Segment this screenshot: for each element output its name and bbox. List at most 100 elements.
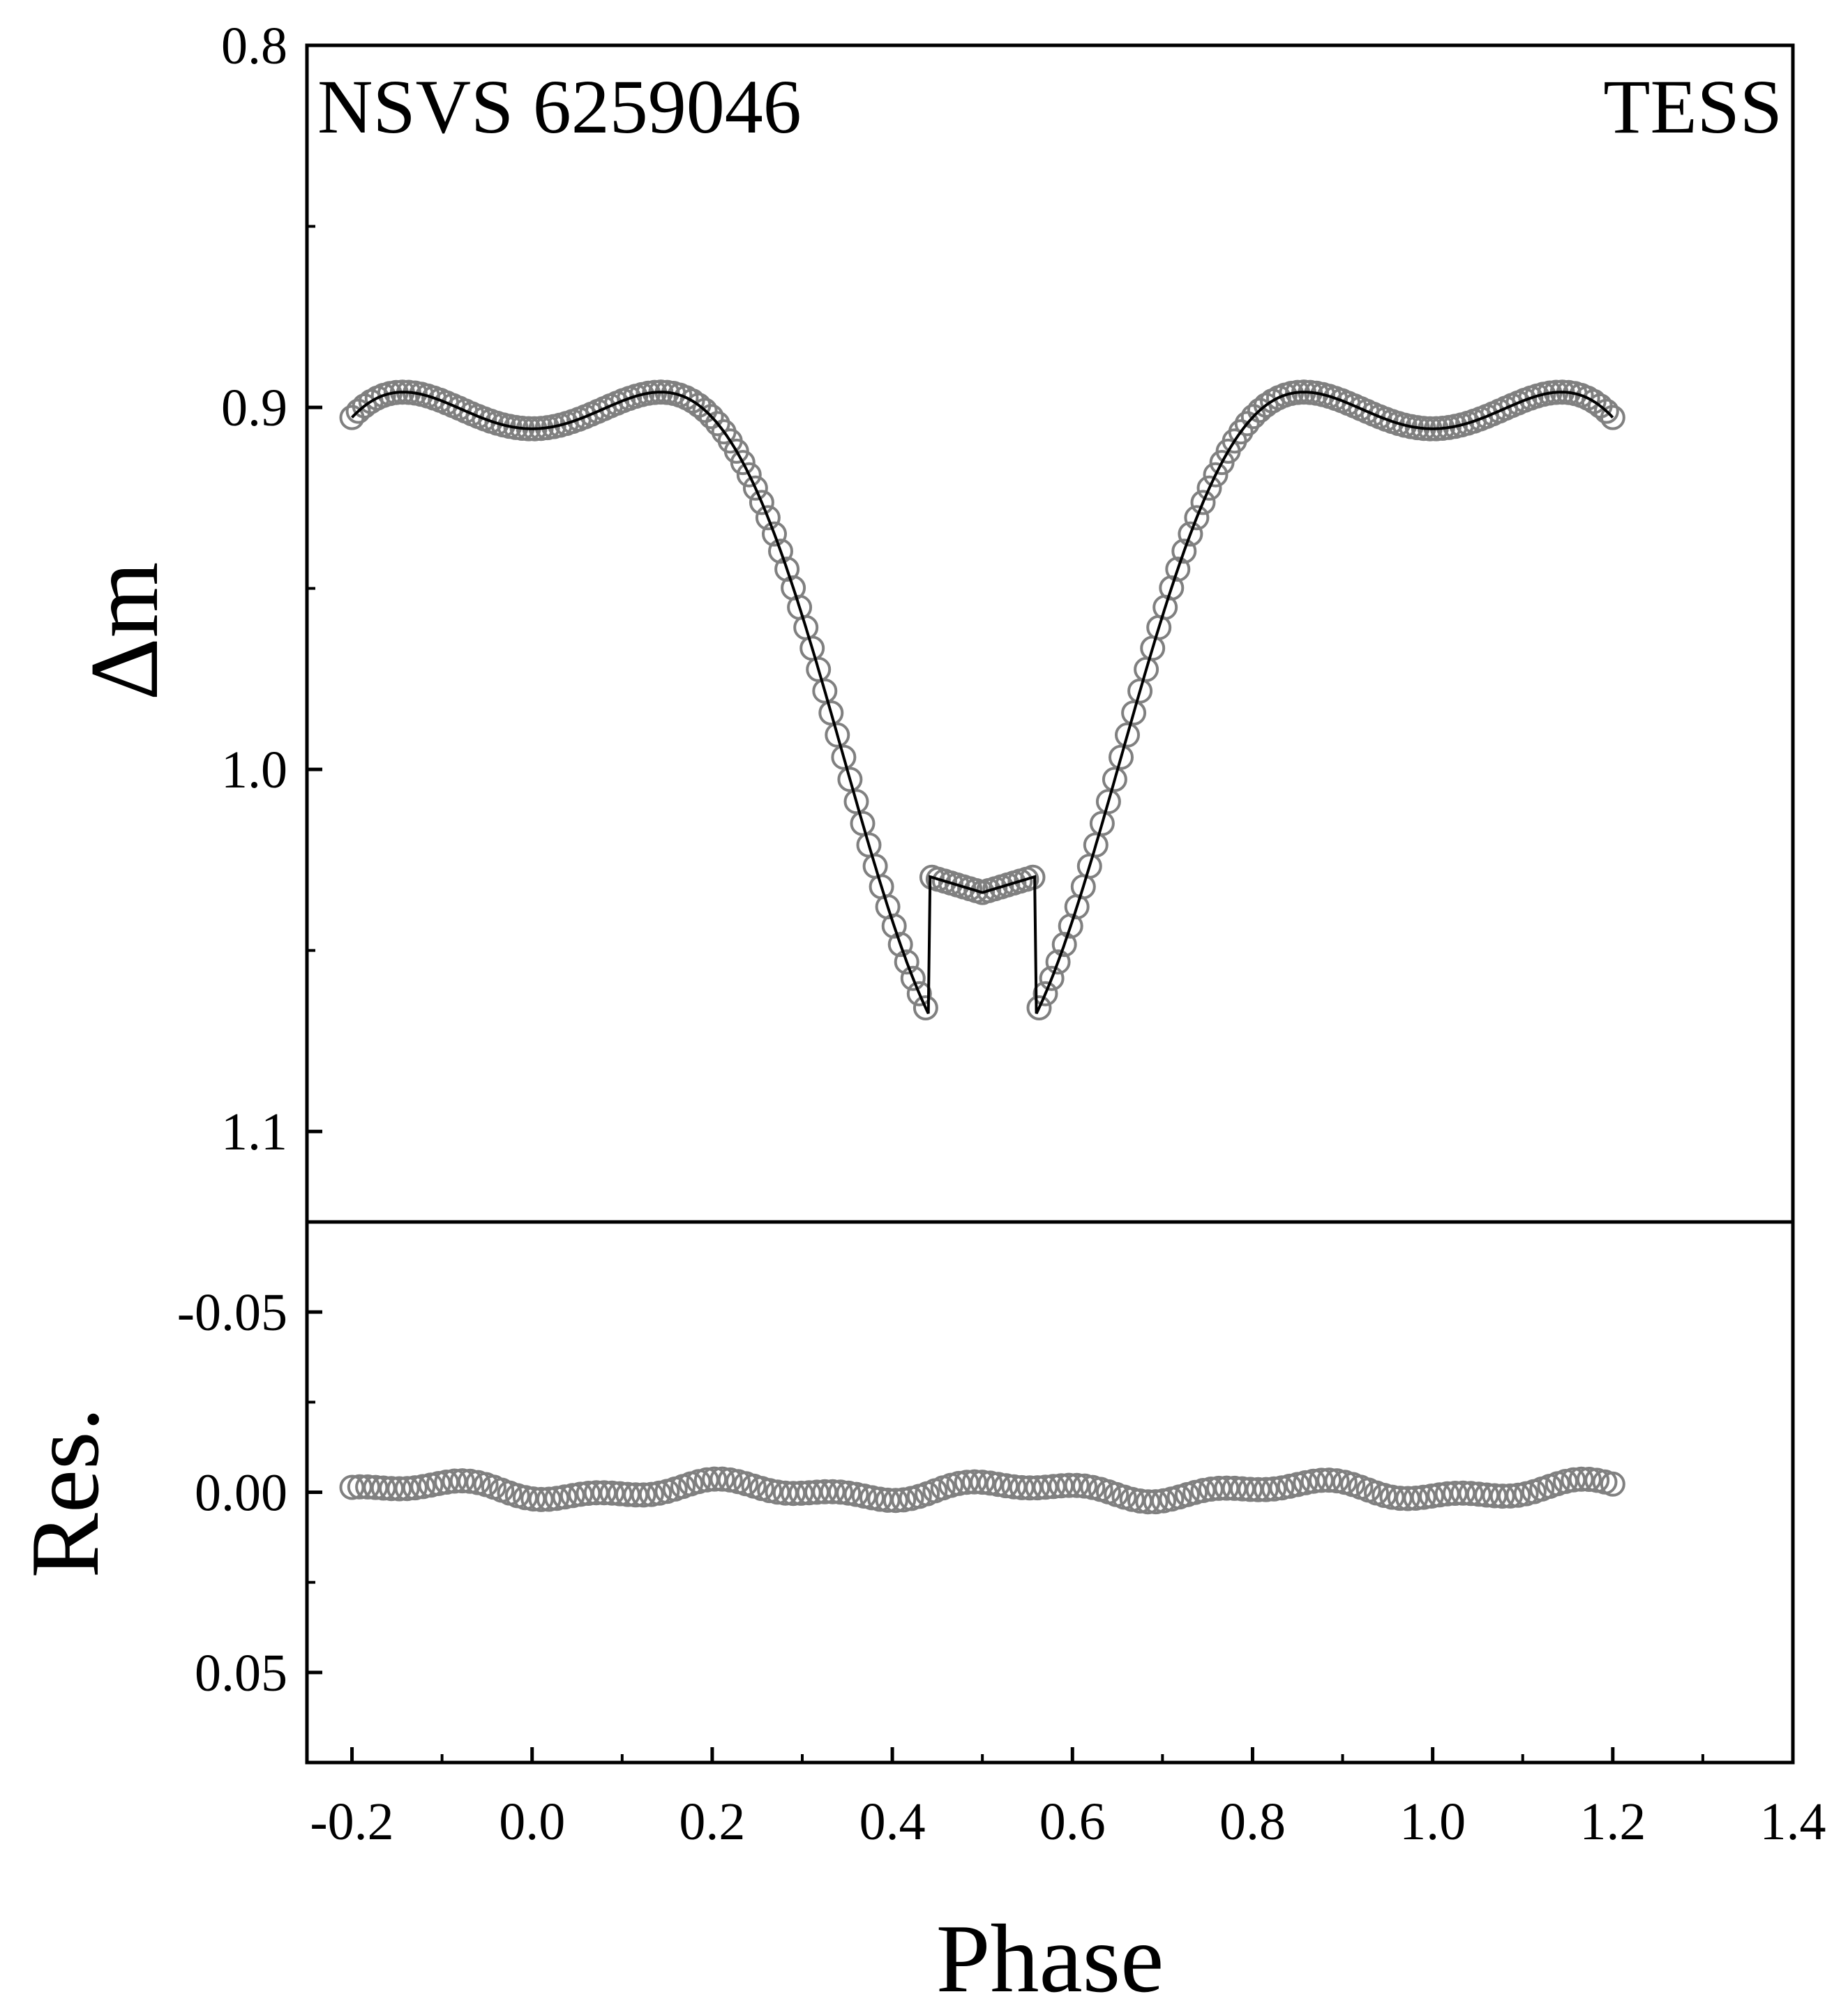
observation-point — [768, 538, 793, 564]
residual-point — [977, 1470, 1003, 1496]
bottom-panel: -0.05 0.00 0.05 Res. — [11, 1220, 1795, 1765]
observation-point — [900, 965, 926, 991]
residual-point — [985, 1472, 1011, 1497]
residual-point — [1308, 1467, 1334, 1493]
x-tick-label: 0.2 — [679, 1793, 745, 1851]
y-tick-label: 1.0 — [221, 741, 287, 799]
observation-point — [1184, 505, 1210, 531]
bottom-plot-frame — [305, 1220, 1795, 1765]
residual-point — [623, 1482, 649, 1508]
x-tick-label: -0.2 — [310, 1793, 393, 1851]
x-tick-label: 0.0 — [499, 1793, 565, 1851]
observation-point — [1020, 864, 1046, 890]
residual-point — [1064, 1472, 1090, 1498]
residual-point — [631, 1482, 656, 1508]
y-tick-label: 0.8 — [221, 17, 287, 75]
residual-point — [812, 1479, 838, 1504]
observation-point — [1203, 462, 1229, 488]
bottom-y-axis-title: Res. — [11, 1408, 119, 1578]
residual-point — [1025, 1475, 1051, 1501]
observation-point — [1115, 722, 1140, 748]
observation-point — [1253, 393, 1279, 418]
observation-point — [705, 411, 730, 437]
residual-point — [709, 1466, 735, 1492]
x-tick-label: 0.6 — [1039, 1793, 1106, 1851]
observation-point — [755, 505, 781, 531]
x-tick-label: 1.4 — [1760, 1793, 1826, 1851]
residual-point — [513, 1485, 538, 1511]
residual-point — [1466, 1481, 1492, 1507]
residual-point — [827, 1479, 853, 1505]
observation-point — [762, 521, 787, 547]
residual-point — [1222, 1475, 1247, 1501]
residual-point — [1032, 1474, 1058, 1500]
observation-point — [1095, 789, 1121, 815]
observation-point — [881, 913, 907, 939]
y-tick-label: 0.00 — [195, 1464, 287, 1523]
residual-point — [1576, 1467, 1602, 1492]
x-tick-label: 1.2 — [1579, 1793, 1646, 1851]
residual-point — [1403, 1486, 1429, 1511]
observation-point — [1039, 965, 1065, 991]
residual-point — [1450, 1480, 1476, 1506]
observation-point — [894, 949, 919, 975]
residual-point — [638, 1481, 664, 1507]
observation-point — [1600, 405, 1625, 430]
observation-point — [1026, 995, 1052, 1020]
observation-point — [698, 404, 724, 430]
residual-point — [1568, 1466, 1594, 1492]
residual-point — [442, 1468, 467, 1494]
residual-point — [1143, 1489, 1169, 1515]
residual-point — [559, 1483, 585, 1509]
observation-point — [887, 932, 913, 958]
observation-point — [837, 767, 863, 792]
residual-point — [528, 1486, 554, 1512]
observation-point — [679, 388, 705, 414]
residual-point — [1135, 1489, 1161, 1515]
model-fit-line — [351, 391, 1614, 1014]
observation-point — [742, 475, 768, 501]
object-name-label: NSVS 6259046 — [317, 64, 802, 149]
residual-point — [1056, 1472, 1082, 1498]
x-tick-label: 1.0 — [1399, 1793, 1466, 1851]
y-tick-label: 0.9 — [221, 379, 287, 437]
residual-point — [970, 1470, 996, 1495]
residual-point — [993, 1473, 1019, 1499]
observation-point — [906, 981, 932, 1006]
residual-point — [1498, 1483, 1523, 1509]
residual-point — [1489, 1484, 1515, 1509]
observation-point — [352, 393, 377, 418]
residual-point — [458, 1468, 483, 1494]
residual-point — [1419, 1484, 1444, 1509]
top-y-axis-title: Δm — [70, 562, 179, 701]
x-axis-ticks: -0.2 0.0 0.2 0.4 0.6 0.8 1.0 1.2 1.4 — [310, 1747, 1826, 1851]
residual-point — [536, 1486, 562, 1512]
observation-point — [1593, 398, 1619, 424]
residual-point — [386, 1476, 412, 1502]
top-panel: 0.8 0.9 1.0 1.1 NSVS 6259046 TESS Δm — [70, 17, 1795, 1224]
residual-point — [882, 1488, 908, 1514]
residual-point — [394, 1476, 420, 1502]
residual-point — [402, 1475, 428, 1501]
observation-point — [912, 995, 938, 1020]
observation-point — [1165, 557, 1191, 582]
residual-point — [592, 1480, 617, 1506]
observation-points-group — [339, 379, 1625, 1020]
observation-point — [825, 722, 850, 748]
observation-point — [1045, 949, 1071, 975]
residual-point — [355, 1474, 381, 1500]
residual-point — [1253, 1477, 1279, 1502]
residual-points-group — [339, 1466, 1625, 1515]
observation-point — [818, 700, 844, 726]
residual-point — [1458, 1481, 1484, 1507]
residual-point — [702, 1466, 728, 1492]
observation-point — [1228, 419, 1254, 445]
residual-point — [1600, 1471, 1625, 1497]
observation-point — [736, 462, 762, 488]
residual-point — [1316, 1467, 1342, 1493]
residual-point — [875, 1487, 901, 1513]
residual-point — [1427, 1482, 1452, 1508]
observation-point — [1234, 411, 1260, 437]
residual-point — [788, 1480, 814, 1506]
